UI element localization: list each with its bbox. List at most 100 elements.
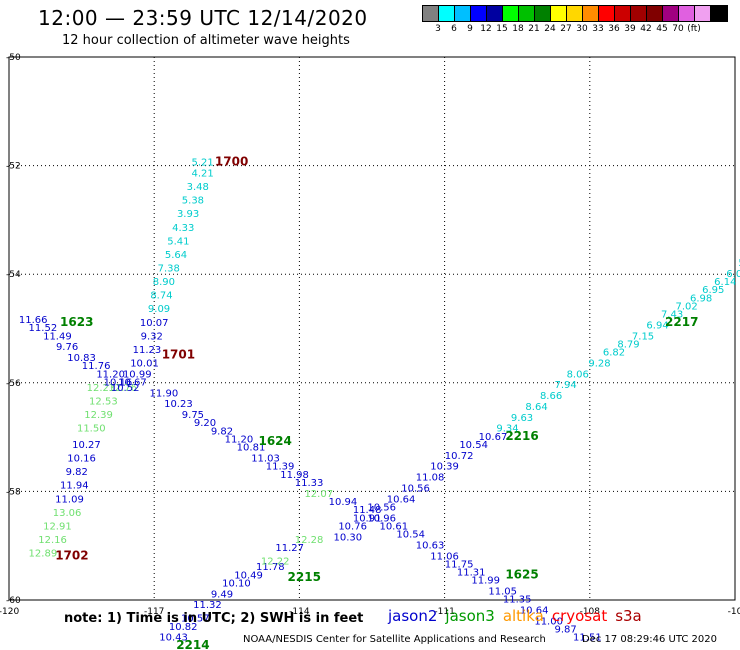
lat-tick-label: -60 <box>6 596 21 606</box>
wave-height-label: 10.43 <box>159 633 188 644</box>
wave-height-values: 5.214.21 3.48 5.38 3.93 4.33 5.41 5.64 7.38 8.90… <box>19 158 740 644</box>
wave-height-label: 13.06 <box>53 508 82 519</box>
pass-time-labels: 1700 1701 1702 1623 1624 1625 2214 2215 2216 2217 <box>55 155 698 650</box>
footer-note: note: 1) Time is in UTC; 2) SWH is in fe… <box>64 611 364 626</box>
wave-height-label: 11.05 <box>488 587 517 598</box>
legend-swatch <box>471 6 487 21</box>
wave-height-label: 9.63 <box>511 413 533 424</box>
wave-height-label: 12.91 <box>43 521 72 532</box>
wave-height-label: 10.83 <box>67 353 96 364</box>
legend-label: 27 <box>560 24 572 34</box>
wave-height-label: 10.67 <box>118 378 147 389</box>
wave-height-label: 10.91 <box>353 513 382 524</box>
legend-swatch <box>631 6 647 21</box>
legend-label: 33 <box>592 24 604 34</box>
wave-height-label: 9.34 <box>496 424 518 435</box>
satellite-key-altika: altika <box>502 607 544 625</box>
legend-swatch <box>535 6 551 21</box>
wave-height-label: 6.95 <box>702 285 724 296</box>
legend-swatch <box>551 6 567 21</box>
wave-height-label: 10.56 <box>401 483 430 494</box>
legend-swatch <box>583 6 599 21</box>
wave-height-label: 9.76 <box>56 342 78 353</box>
wave-height-label: 10.96 <box>367 513 396 524</box>
pass-time-label: 1701 <box>162 347 195 361</box>
map-grid <box>8 56 736 601</box>
legend-swatch <box>567 6 583 21</box>
wave-height-label: 8.90 <box>153 277 175 288</box>
wave-height-label: 12.53 <box>89 397 118 408</box>
wave-height-label: 10.49 <box>234 570 263 581</box>
wave-height-label: 11.20 <box>96 369 125 380</box>
legend-label: 45 <box>656 24 668 34</box>
legend-swatch <box>679 6 695 21</box>
wave-height-label: 10.63 <box>416 540 445 551</box>
legend-labels: 3 6 9 12 15 18 21 24 27 30 33 36 39 42 45 70 (ft) <box>422 22 728 36</box>
wave-height-label: 9.82 <box>211 426 233 437</box>
wave-height-label: 11.39 <box>266 462 295 473</box>
legend-label: 15 <box>496 24 508 34</box>
wave-height-label: 11.78 <box>256 562 285 573</box>
credit-text: NOAA/NESDIS Center for Satellite Applica… <box>243 634 546 645</box>
wave-height-label: 11.51 <box>573 633 602 644</box>
legend-label: 39 <box>624 24 636 34</box>
pass-time-label: 1702 <box>55 548 88 562</box>
wave-height-label: 10.94 <box>329 497 358 508</box>
lat-tick-label: -50 <box>6 53 21 63</box>
pass-time-label: 2215 <box>288 570 321 584</box>
wave-height-label: 10.61 <box>379 521 408 532</box>
wave-height-label: 10.07 <box>140 318 169 329</box>
wave-height-label: 10.01 <box>130 359 159 370</box>
wave-height-label: 6.82 <box>603 348 625 359</box>
pass-time-label: 1625 <box>505 567 538 581</box>
wave-height-label: 10.56 <box>367 502 396 513</box>
wave-height-label: 12.16 <box>38 535 67 546</box>
lon-tick-label: -10 <box>728 607 740 617</box>
wave-height-label: 10.54 <box>459 440 488 451</box>
wave-height-label: 6.94 <box>646 321 668 332</box>
wave-height-label: 3.93 <box>177 209 199 220</box>
pass-time-label: 2217 <box>665 315 698 329</box>
wave-height-label: 11.06 <box>430 551 459 562</box>
legend-label: 70 <box>672 24 684 34</box>
wave-height-label: 11.00 <box>534 616 563 627</box>
wave-height-label: 10.16 <box>104 378 133 389</box>
wave-height-label: 10.54 <box>396 530 425 541</box>
wave-height-label: 10.82 <box>169 622 198 633</box>
lat-tick-label: -54 <box>6 270 21 280</box>
legend-label: 42 <box>640 24 652 34</box>
satellite-key-jason3: jason3 <box>445 607 495 625</box>
satellite-key-cryosat: cryosat <box>551 607 608 625</box>
legend-swatch <box>439 6 455 21</box>
wave-height-label: 11.75 <box>445 559 474 570</box>
wave-height-label: 11.27 <box>275 543 304 554</box>
wave-height-label: 11.52 <box>29 323 58 334</box>
wave-height-label: 4.33 <box>172 223 194 234</box>
wave-height-label: 7.43 <box>661 310 683 321</box>
lon-tick-label: -114 <box>289 607 310 617</box>
wave-height-label: 7.38 <box>158 263 180 274</box>
pass-time-label: 1700 <box>215 155 248 169</box>
wave-height-label: 5.41 <box>167 236 189 247</box>
legend-color-bar <box>422 5 728 22</box>
page-subtitle: 12 hour collection of altimeter wave hei… <box>62 33 350 48</box>
pass-time-label: 2216 <box>505 429 538 443</box>
wave-height-label: 11.20 <box>225 435 254 446</box>
wave-height-label: 10.72 <box>445 451 474 462</box>
legend-label: 21 <box>528 24 540 34</box>
legend-label: 9 <box>467 24 473 34</box>
wave-height-label: 12.89 <box>29 549 58 560</box>
wave-height-label: 6.98 <box>690 293 712 304</box>
wave-height-label: 9.87 <box>554 625 576 636</box>
wave-height-label: 8.64 <box>525 402 547 413</box>
wave-height-label: 11.76 <box>82 361 111 372</box>
wave-height-label: 11.35 <box>503 595 532 606</box>
wave-height-label: 9.75 <box>182 410 204 421</box>
legend-label: 18 <box>512 24 524 34</box>
wave-height-label: 11.09 <box>55 494 84 505</box>
wave-height-label: 10.52 <box>111 383 140 394</box>
lon-tick-label: -117 <box>144 607 164 617</box>
wave-height-label: 10.64 <box>387 494 416 505</box>
wave-height-label: 11.66 <box>19 315 48 326</box>
wave-height-label: 6.09 <box>726 269 740 280</box>
